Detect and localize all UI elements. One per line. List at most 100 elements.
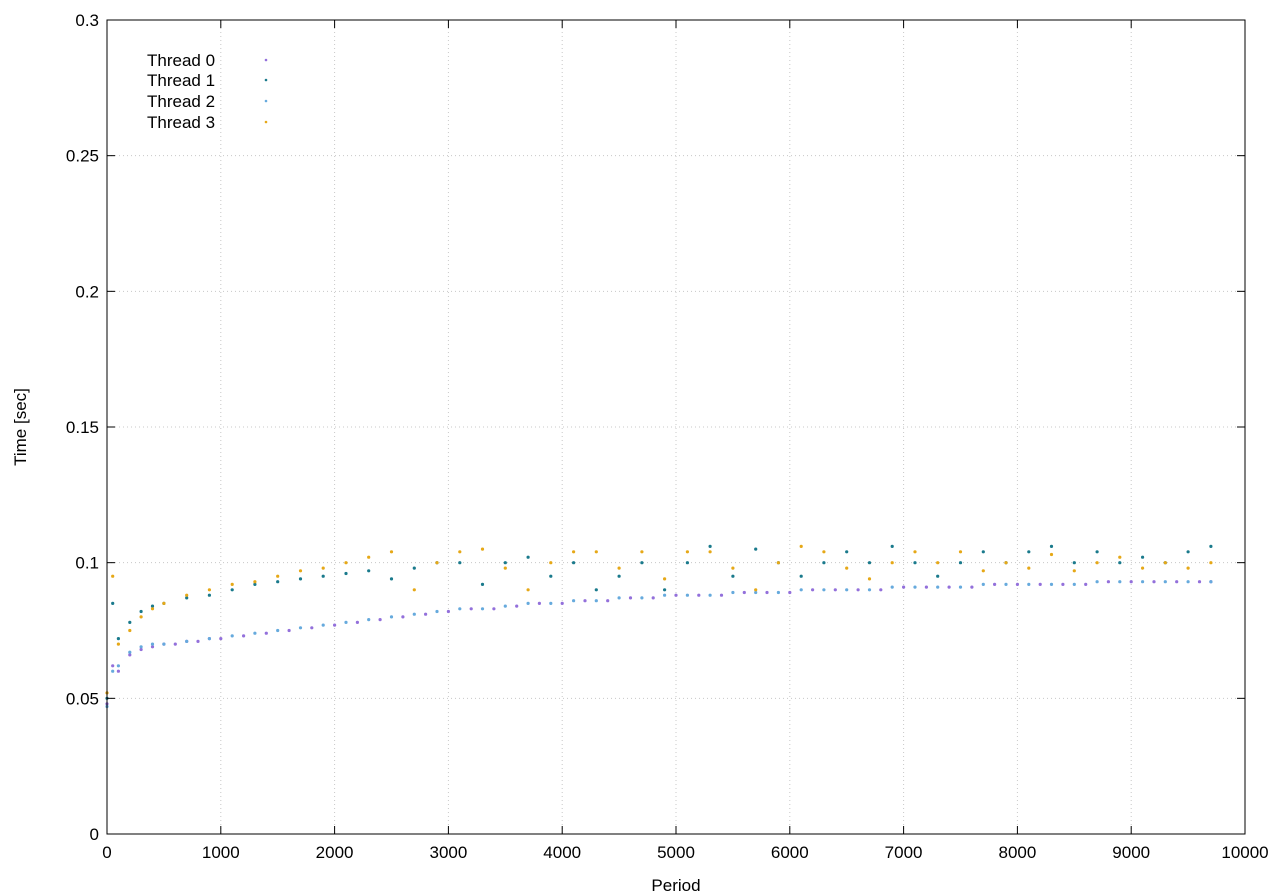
data-point: [731, 566, 735, 570]
data-point: [367, 555, 371, 559]
data-point: [640, 596, 644, 600]
data-point: [185, 596, 189, 600]
series-thread-1: [105, 544, 1213, 700]
data-point: [1049, 544, 1054, 549]
data-point: [628, 596, 633, 600]
data-point: [150, 607, 155, 611]
data-point: [1072, 569, 1076, 573]
data-point: [1186, 566, 1190, 570]
data-point: [822, 550, 826, 554]
x-tick-label: 2000: [316, 843, 354, 862]
data-point: [1015, 582, 1020, 587]
data-point: [1027, 582, 1031, 587]
data-point: [435, 561, 439, 565]
data-point: [1129, 580, 1133, 584]
data-point: [242, 634, 246, 638]
data-point: [936, 585, 940, 589]
data-point: [708, 544, 712, 549]
data-point: [1084, 582, 1088, 587]
data-point: [389, 550, 394, 554]
data-point: [811, 588, 815, 592]
data-point: [207, 593, 211, 597]
series-thread-2: [105, 580, 1213, 709]
data-point: [185, 639, 189, 644]
data-point: [776, 561, 781, 565]
data-point: [993, 582, 997, 587]
data-point: [1072, 582, 1076, 587]
data-point: [890, 585, 894, 589]
data-point: [708, 550, 712, 554]
y-tick-label: 0.1: [75, 554, 99, 573]
x-tick-label: 9000: [1112, 843, 1150, 862]
data-point: [913, 550, 917, 554]
data-point: [435, 609, 439, 614]
data-point: [207, 588, 211, 592]
data-point: [424, 612, 428, 616]
data-point: [1061, 582, 1065, 587]
data-point: [344, 561, 348, 565]
data-point: [913, 585, 917, 589]
data-point: [1049, 552, 1054, 557]
data-point: [663, 593, 667, 597]
data-point: [128, 628, 132, 633]
data-point: [230, 582, 234, 587]
data-point: [594, 550, 598, 554]
data-point: [1004, 582, 1008, 587]
data-point: [674, 593, 678, 597]
data-point: [264, 631, 268, 635]
data-point: [617, 566, 621, 570]
x-tick-label: 1000: [202, 843, 240, 862]
data-point: [845, 588, 849, 592]
data-point: [412, 566, 416, 570]
data-point: [116, 664, 120, 668]
data-point: [1141, 555, 1145, 559]
data-point: [230, 588, 234, 592]
data-point: [583, 599, 587, 603]
data-point: [298, 577, 303, 581]
data-point: [1049, 582, 1054, 587]
data-point: [1095, 550, 1099, 554]
data-point: [890, 561, 894, 565]
data-point: [1175, 580, 1179, 584]
data-point: [503, 566, 507, 570]
legend-label-thread-0: Thread 0: [147, 51, 215, 70]
data-point: [549, 561, 553, 565]
data-point: [458, 607, 462, 611]
data-point: [1152, 580, 1156, 584]
data-point: [788, 590, 792, 595]
data-point: [310, 626, 314, 630]
data-point: [958, 561, 963, 565]
data-point: [1209, 561, 1213, 565]
data-point: [298, 569, 303, 573]
data-point: [913, 561, 917, 565]
data-point: [1118, 580, 1122, 584]
data-point: [833, 588, 837, 592]
x-tick-label: 3000: [429, 843, 467, 862]
data-point: [731, 574, 735, 578]
data-point: [640, 550, 644, 554]
series-thread-0: [105, 580, 1213, 706]
data-point: [1209, 544, 1213, 549]
data-point: [867, 577, 872, 581]
data-point: [697, 593, 701, 597]
x-tick-label: 10000: [1221, 843, 1268, 862]
data-point: [150, 642, 155, 646]
data-point: [526, 601, 530, 606]
data-point: [111, 574, 115, 578]
legend: Thread 0 Thread 1 Thread 2 Thread 3: [147, 51, 268, 132]
data-point: [822, 561, 826, 565]
data-point: [549, 601, 553, 606]
data-point: [276, 574, 280, 578]
data-point: [139, 615, 143, 619]
x-tick-label: 8000: [998, 843, 1036, 862]
data-points: [105, 544, 1213, 709]
data-point: [799, 574, 803, 578]
data-point: [1197, 580, 1202, 584]
data-point: [150, 604, 155, 608]
data-point: [412, 588, 416, 592]
data-point: [742, 590, 746, 595]
data-point: [799, 588, 803, 592]
data-point: [765, 590, 769, 595]
data-point: [1004, 561, 1008, 565]
data-point: [640, 561, 644, 565]
